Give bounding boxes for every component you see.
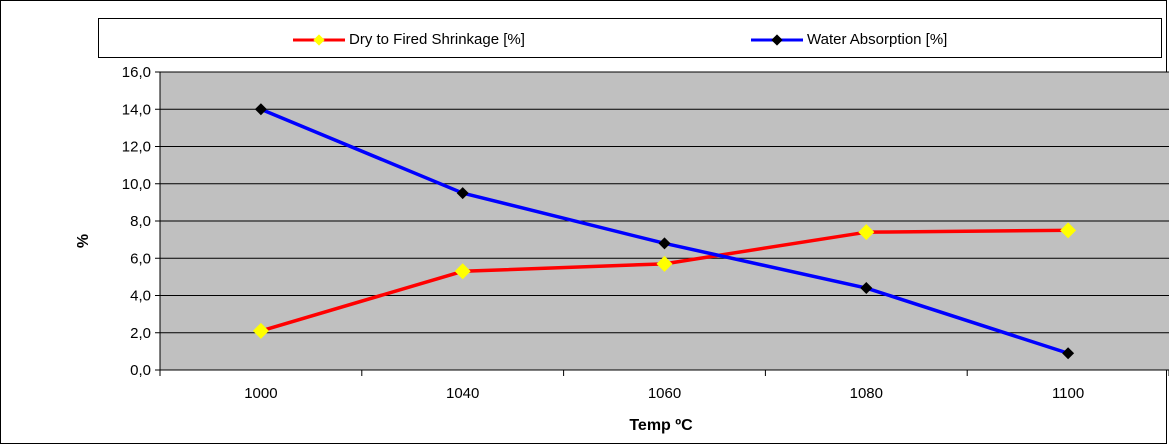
legend-swatch-shrinkage — [293, 33, 345, 46]
y-tick-label: 0,0 — [130, 362, 151, 379]
y-tick-label: 4,0 — [130, 288, 151, 305]
x-tick-label: 1060 — [648, 385, 681, 402]
legend-item-absorption: Water Absorption [%] — [749, 31, 947, 48]
legend-item-shrinkage: Dry to Fired Shrinkage [%] — [291, 31, 525, 48]
x-tick-label: 1000 — [244, 385, 277, 402]
legend: Dry to Fired Shrinkage [%] Water Absorpt… — [98, 18, 1162, 58]
data-point-shrinkage — [858, 224, 875, 241]
x-tick-labels: 1000 1040 1060 1080 1100 — [244, 385, 1084, 402]
y-tick-label: 2,0 — [130, 325, 151, 342]
data-point-shrinkage — [1060, 222, 1077, 239]
series-markers — [252, 103, 1077, 360]
y-tick-labels: 0,0 2,0 4,0 6,0 8,0 10,0 12,0 14,0 16,0 — [122, 64, 151, 379]
y-tick-label: 16,0 — [122, 64, 151, 81]
data-point-shrinkage — [454, 263, 471, 280]
data-point-absorption — [860, 282, 873, 295]
legend-label-shrinkage: Dry to Fired Shrinkage [%] — [349, 31, 525, 48]
x-tick-label: 1080 — [850, 385, 883, 402]
data-point-absorption — [658, 237, 671, 250]
y-tick-label: 14,0 — [122, 101, 151, 118]
data-point-absorption — [1062, 347, 1075, 360]
y-tick-label: 12,0 — [122, 139, 151, 156]
x-axis-title: Temp ºC — [629, 417, 693, 434]
y-tick-label: 10,0 — [122, 176, 151, 193]
data-point-shrinkage — [252, 322, 269, 339]
x-tick-label: 1100 — [1052, 385, 1084, 402]
data-point-shrinkage — [656, 255, 673, 272]
y-tick-label: 8,0 — [130, 213, 151, 230]
legend-label-absorption: Water Absorption [%] — [807, 31, 948, 48]
axes — [159, 72, 1169, 376]
data-point-absorption — [456, 187, 469, 200]
y-axis-title: % — [75, 234, 92, 248]
x-tick-label: 1040 — [446, 385, 479, 402]
y-tick-label: 6,0 — [130, 250, 151, 267]
legend-swatch-absorption — [751, 33, 803, 46]
data-point-absorption — [254, 103, 267, 116]
